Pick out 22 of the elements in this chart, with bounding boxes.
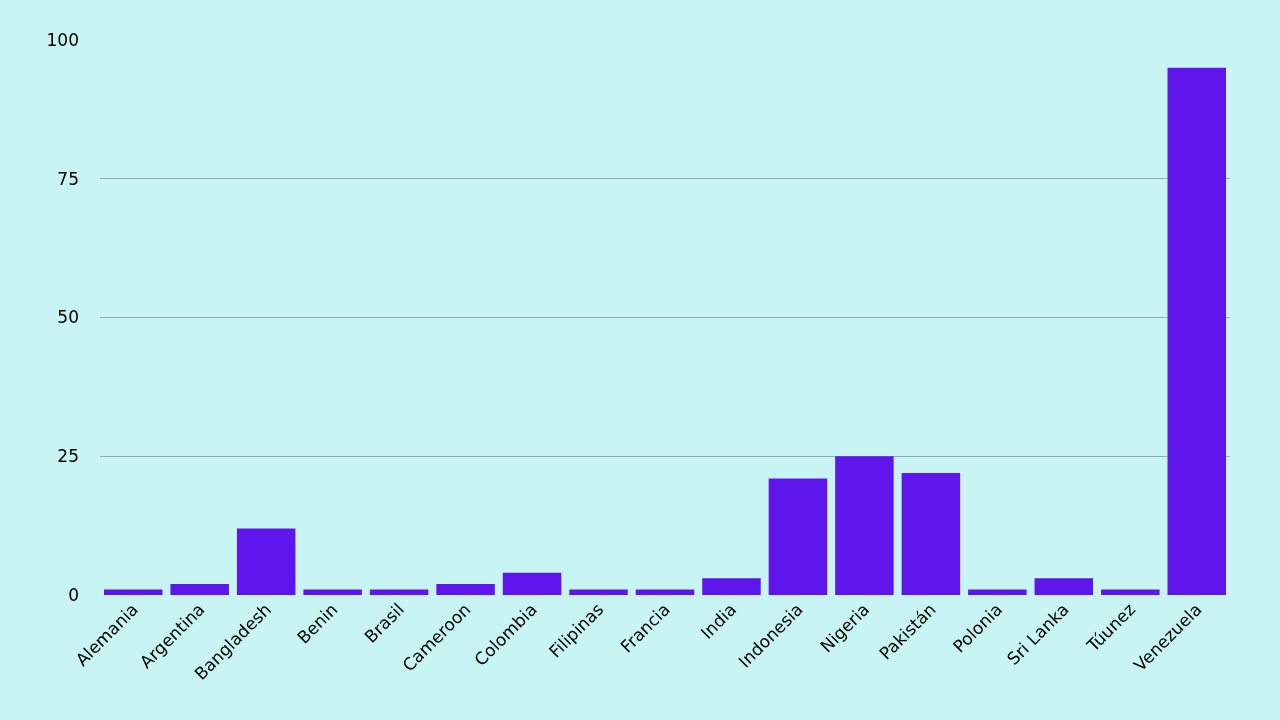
bar — [835, 456, 894, 595]
bar — [569, 589, 628, 595]
bar — [103, 589, 163, 595]
bar — [236, 528, 296, 595]
y-tick-label: 25 — [57, 446, 79, 467]
bar — [170, 583, 229, 595]
bar — [635, 589, 695, 595]
bar — [1167, 67, 1227, 595]
bar — [702, 578, 761, 595]
bar — [768, 478, 828, 595]
y-tick-label: 50 — [57, 307, 79, 328]
bar — [1034, 578, 1094, 595]
bar — [968, 589, 1027, 595]
bar — [502, 572, 562, 595]
y-tick-label: 0 — [68, 584, 79, 605]
bar — [436, 583, 495, 595]
y-tick-label: 100 — [46, 29, 79, 50]
bar — [901, 472, 961, 595]
bar — [1101, 589, 1160, 595]
y-tick-label: 75 — [57, 168, 79, 189]
bar — [303, 589, 362, 595]
bar — [369, 589, 429, 595]
